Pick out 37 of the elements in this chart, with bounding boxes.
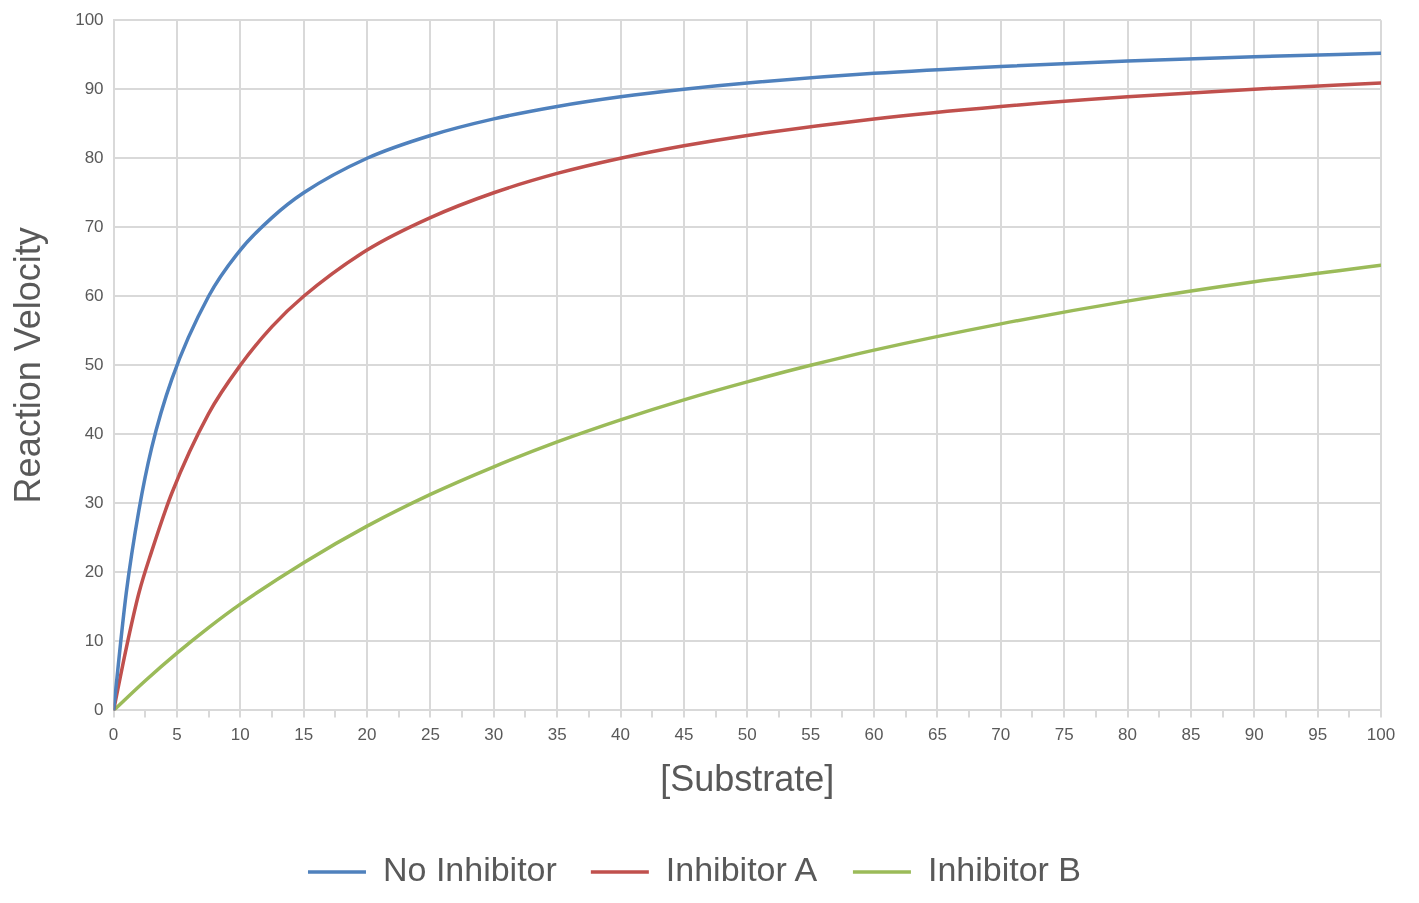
x-tick-label: 95: [1308, 725, 1328, 745]
y-tick-label: 100: [75, 9, 104, 29]
x-tick-label: 30: [484, 725, 504, 745]
y-tick-label: 80: [84, 147, 104, 167]
y-tick-label: 60: [84, 285, 104, 305]
y-tick-label: 0: [94, 700, 104, 720]
x-tick-label: 20: [357, 725, 377, 745]
legend-label: No Inhibitor: [382, 850, 557, 889]
y-tick-label: 40: [84, 424, 104, 444]
y-tick-label: 90: [84, 78, 104, 98]
y-tick-label: 70: [84, 216, 104, 236]
y-tick-label: 30: [84, 493, 104, 513]
x-tick-label: 40: [611, 725, 630, 745]
x-tick-label: 45: [674, 725, 694, 745]
x-tick-label: 60: [864, 725, 884, 745]
y-tick-label: 50: [84, 354, 104, 374]
x-tick-label: 70: [991, 725, 1011, 745]
x-tick-label: 55: [801, 725, 821, 745]
x-tick-label: 90: [1244, 725, 1264, 745]
y-tick-label: 20: [84, 562, 104, 582]
x-tick-label: 50: [737, 725, 757, 745]
x-axis-title: [Substrate]: [660, 758, 835, 800]
x-tick-label: 80: [1118, 725, 1137, 745]
x-tick-label: 10: [230, 725, 250, 745]
x-tick-label: 85: [1181, 725, 1201, 745]
x-tick-label: 15: [294, 725, 314, 745]
y-axis-title: Reaction Velocity: [6, 227, 48, 504]
x-tick-label: 75: [1054, 725, 1074, 745]
x-tick-label: 25: [420, 725, 440, 745]
y-tick-label: 10: [84, 631, 104, 651]
legend-label: Inhibitor A: [665, 850, 818, 889]
x-tick-label: 5: [172, 725, 182, 745]
legend-label: Inhibitor B: [927, 850, 1082, 889]
x-tick-label: 100: [1366, 725, 1396, 745]
x-tick-label: 65: [927, 725, 947, 745]
x-tick-label: 35: [547, 725, 567, 745]
x-tick-label: 0: [108, 725, 119, 745]
